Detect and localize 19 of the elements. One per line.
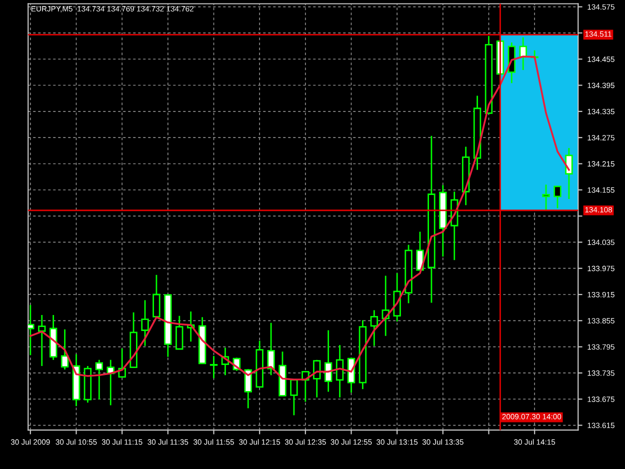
candlestick bbox=[290, 379, 298, 416]
candlestick bbox=[176, 315, 184, 350]
candlestick bbox=[141, 299, 149, 347]
candlestick bbox=[95, 359, 104, 400]
candlestick bbox=[416, 231, 424, 271]
candlestick bbox=[313, 359, 321, 398]
candlestick bbox=[336, 344, 344, 398]
candlestick bbox=[244, 368, 252, 409]
candlestick bbox=[554, 186, 562, 209]
candlestick bbox=[324, 330, 332, 392]
candlestick bbox=[267, 322, 275, 376]
candlestick bbox=[152, 274, 160, 318]
candlestick bbox=[370, 310, 378, 347]
candlestick bbox=[542, 184, 550, 211]
candlestick bbox=[565, 147, 573, 200]
candlestick bbox=[60, 328, 69, 370]
candlestick bbox=[210, 355, 218, 379]
candlestick bbox=[38, 314, 46, 367]
candlestick bbox=[28, 304, 34, 356]
